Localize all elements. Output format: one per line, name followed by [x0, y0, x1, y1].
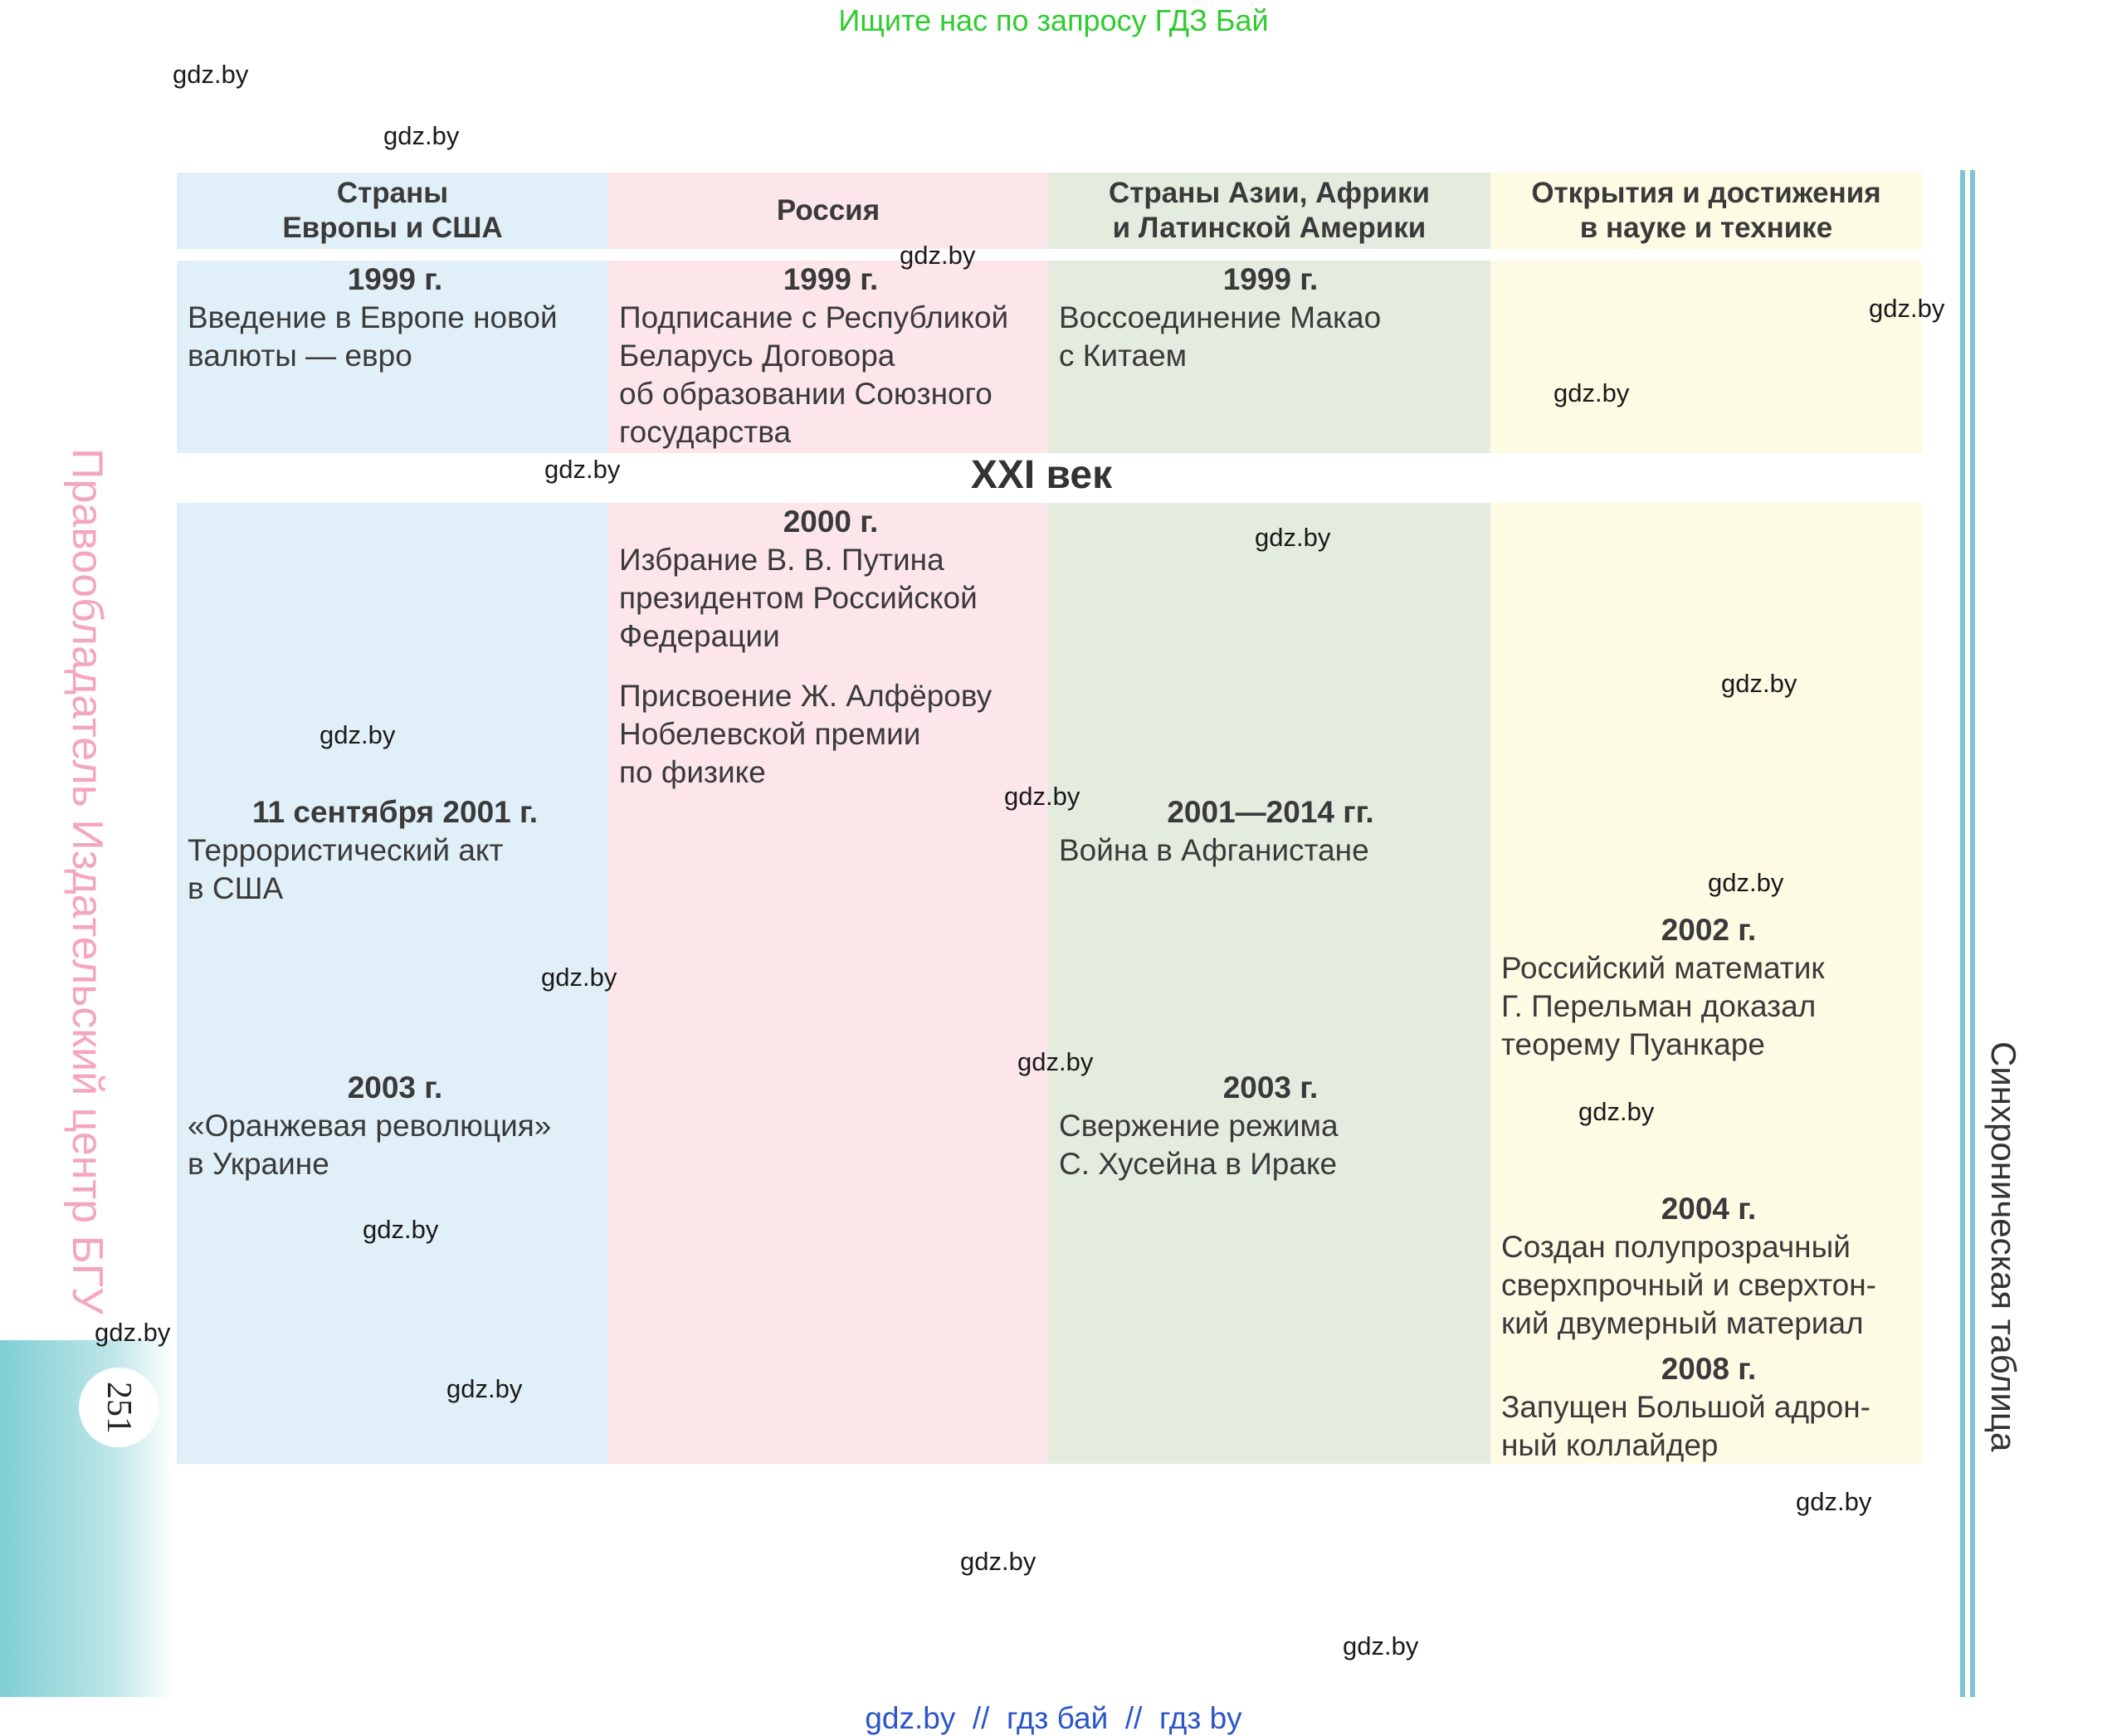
watermark: gdz.by: [1343, 1631, 1419, 1660]
watermark: gdz.by: [446, 1374, 523, 1403]
margin-rule: [1970, 170, 1975, 1697]
watermark: gdz.by: [1869, 294, 1945, 323]
margin-rule: [1960, 170, 1965, 1697]
header-asia: Страны Азии, Африки и Латинской Америки: [1048, 173, 1490, 249]
watermark: gdz.by: [1796, 1487, 1872, 1516]
watermark: gdz.by: [1553, 378, 1630, 407]
entry-science-2002: 2002 г. Российский математик Г. Перельма…: [1501, 913, 1825, 1061]
copyright-side-text: Правообладатель Издательский центр БГУ: [62, 448, 145, 1314]
row1-europe-cell: [177, 261, 608, 453]
top-banner: Ищите нас по запросу ГДЗ Бай: [838, 3, 1269, 37]
watermark: gdz.by: [1017, 1047, 1094, 1076]
watermark: gdz.by: [541, 963, 617, 992]
entry-russia-2000: 2000 г. Избрание В. В. Путина президенто…: [619, 505, 978, 653]
row1-science-cell: [1490, 261, 1922, 453]
entry-asia-2001: 2001—2014 гг. Война в Афганистане: [1059, 795, 1374, 867]
row1-russia-cell: [608, 261, 1048, 453]
entry-europe-2001: 11 сентября 2001 г. Террористический акт…: [188, 795, 539, 905]
row1-asia-cell: [1048, 261, 1490, 453]
header-science: Открытия и достижения в науке и технике: [1490, 173, 1922, 249]
footer-links[interactable]: gdz.by // гдз бай // гдз by: [865, 1701, 1242, 1735]
watermark: gdz.by: [1721, 669, 1797, 698]
row2-science-cell: [1490, 503, 1922, 1464]
page-number: 251: [100, 1381, 138, 1434]
row2-asia-cell: [1048, 503, 1490, 1464]
watermark: gdz.by: [960, 1547, 1036, 1576]
watermark: gdz.by: [1578, 1097, 1655, 1126]
entry-europe-2003: 2003 г. «Оранжевая революция» в Украине: [188, 1070, 552, 1181]
page-number-badge: 251: [79, 1368, 159, 1447]
watermark: gdz.by: [900, 241, 976, 270]
watermark: gdz.by: [319, 720, 396, 749]
watermark: gdz.by: [1708, 868, 1784, 897]
row2-europe-cell: [177, 503, 608, 1464]
entry-russia-1999: 1999 г. Подписание с Республикой Беларус…: [619, 262, 1009, 449]
entry-russia-alferov: Присвоение Ж. Алфёрову Нобелевской преми…: [619, 679, 993, 789]
watermark: gdz.by: [544, 455, 621, 484]
entry-europe-1999: 1999 г. Введение в Европе новой валюты —…: [188, 262, 558, 373]
entry-science-2004: 2004 г. Создан полупрозрачный сверхпрочн…: [1501, 1192, 1876, 1340]
watermark: gdz.by: [1255, 523, 1331, 552]
entry-asia-2003: 2003 г. Свержение режима С. Хусейна в Ир…: [1059, 1070, 1339, 1181]
section-side-title: Синхроническая таблица: [1983, 1041, 2033, 1473]
header-russia: Россия: [608, 173, 1048, 249]
header-europe: Страны Европы и США: [177, 173, 608, 249]
watermark: gdz.by: [383, 121, 460, 150]
copyright-label: Правообладатель Издательский центр БГУ: [63, 448, 111, 1314]
row2-russia-cell: [608, 503, 1048, 1464]
watermark: gdz.by: [173, 60, 249, 89]
entry-asia-1999: 1999 г. Воссоединение Макао с Китаем: [1059, 262, 1382, 373]
watermark: gdz.by: [363, 1215, 439, 1244]
watermark: gdz.by: [1004, 782, 1080, 811]
entry-science-2008: 2008 г. Запущен Большой адрон- ный колла…: [1501, 1352, 1870, 1462]
century-label: XXI век: [970, 453, 1113, 497]
section-title-label: Синхроническая таблица: [1984, 1041, 2023, 1452]
watermark: gdz.by: [95, 1318, 171, 1347]
